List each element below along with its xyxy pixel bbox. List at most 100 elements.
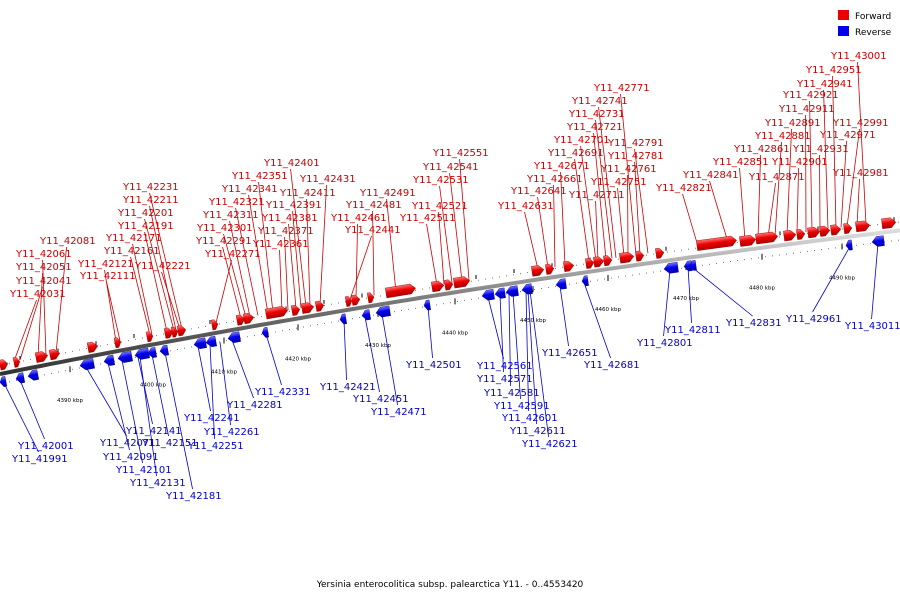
reverse-gene-arrow[interactable] xyxy=(494,287,506,299)
forward-gene-arrow[interactable] xyxy=(350,294,361,306)
forward-gene-arrow[interactable] xyxy=(366,292,375,304)
forward-gene-arrow[interactable] xyxy=(783,230,797,242)
reverse-gene-arrow[interactable] xyxy=(15,372,26,384)
gene-label[interactable]: Y11_42111 xyxy=(79,271,136,282)
gene-label[interactable]: Y11_42071 xyxy=(99,438,156,449)
forward-gene-arrow[interactable] xyxy=(176,325,187,337)
gene-label[interactable]: Y11_42441 xyxy=(344,225,401,236)
reverse-gene-arrow[interactable] xyxy=(117,350,133,363)
forward-gene-arrow[interactable] xyxy=(344,296,353,307)
gene-label[interactable]: Y11_42751 xyxy=(590,177,647,188)
gene-label[interactable]: Y11_42811 xyxy=(664,325,721,336)
gene-label[interactable]: Y11_42831 xyxy=(725,318,782,329)
gene-label[interactable]: Y11_42401 xyxy=(263,158,320,169)
forward-gene-arrow[interactable] xyxy=(86,341,99,353)
forward-gene-arrow[interactable] xyxy=(739,234,757,247)
reverse-gene-arrow[interactable] xyxy=(339,313,347,325)
gene-label[interactable]: Y11_42571 xyxy=(476,374,533,385)
forward-gene-arrow[interactable] xyxy=(145,331,154,343)
forward-gene-arrow[interactable] xyxy=(563,260,575,272)
gene-label[interactable]: Y11_42031 xyxy=(9,289,66,300)
forward-gene-arrow[interactable] xyxy=(452,276,471,289)
gene-label[interactable]: Y11_42901 xyxy=(771,157,828,168)
forward-gene-arrow[interactable] xyxy=(163,327,174,339)
forward-gene-arrow[interactable] xyxy=(235,314,246,326)
gene-label[interactable]: Y11_42331 xyxy=(254,387,311,398)
gene-label[interactable]: Y11_42341 xyxy=(221,184,278,195)
gene-label[interactable]: Y11_42231 xyxy=(122,182,179,193)
gene-label[interactable]: Y11_42121 xyxy=(77,259,134,270)
gene-label[interactable]: Y11_42591 xyxy=(493,401,550,412)
gene-label[interactable]: Y11_42921 xyxy=(782,90,839,101)
forward-gene-arrow[interactable] xyxy=(264,305,288,320)
gene-label[interactable]: Y11_42851 xyxy=(712,157,769,168)
gene-label[interactable]: Y11_42981 xyxy=(832,168,889,179)
gene-label[interactable]: Y11_42841 xyxy=(682,170,739,181)
gene-label[interactable]: Y11_42691 xyxy=(547,148,604,159)
gene-label[interactable]: Y11_42581 xyxy=(483,388,540,399)
gene-label[interactable]: Y11_42151 xyxy=(141,438,198,449)
forward-gene-arrow[interactable] xyxy=(655,247,665,259)
reverse-gene-arrow[interactable] xyxy=(505,285,519,298)
gene-label[interactable]: Y11_42741 xyxy=(571,96,628,107)
gene-label[interactable]: Y11_42301 xyxy=(196,223,253,234)
reverse-gene-arrow[interactable] xyxy=(134,347,150,360)
gene-label[interactable]: Y11_42761 xyxy=(600,164,657,175)
reverse-gene-arrow[interactable] xyxy=(521,283,533,295)
gene-label[interactable]: Y11_42971 xyxy=(819,130,876,141)
forward-gene-arrow[interactable] xyxy=(210,319,219,331)
gene-label[interactable]: Y11_42771 xyxy=(593,83,650,94)
forward-gene-arrow[interactable] xyxy=(242,312,255,325)
gene-label[interactable]: Y11_42881 xyxy=(754,131,811,142)
gene-label[interactable]: Y11_42371 xyxy=(257,226,314,237)
gene-label[interactable]: Y11_42251 xyxy=(187,441,244,452)
forward-gene-arrow[interactable] xyxy=(585,257,595,269)
reverse-gene-arrow[interactable] xyxy=(871,235,885,247)
reverse-gene-arrow[interactable] xyxy=(361,309,371,321)
gene-label[interactable]: Y11_42171 xyxy=(105,233,162,244)
gene-label[interactable]: Y11_42601 xyxy=(501,413,558,424)
gene-label[interactable]: Y11_42521 xyxy=(411,201,468,212)
reverse-gene-arrow[interactable] xyxy=(205,335,217,348)
forward-gene-arrow[interactable] xyxy=(170,326,179,338)
gene-label[interactable]: Y11_42411 xyxy=(279,188,336,199)
gene-label[interactable]: Y11_42481 xyxy=(345,200,402,211)
forward-gene-arrow[interactable] xyxy=(290,304,301,316)
reverse-gene-arrow[interactable] xyxy=(79,358,95,371)
reverse-gene-arrow[interactable] xyxy=(683,260,693,272)
forward-gene-arrow[interactable] xyxy=(113,337,122,349)
gene-label[interactable]: Y11_42461 xyxy=(330,213,387,224)
gene-label[interactable]: Y11_42201 xyxy=(117,208,174,219)
forward-gene-arrow[interactable] xyxy=(807,226,821,239)
gene-label[interactable]: Y11_42821 xyxy=(655,183,712,194)
gene-label[interactable]: Y11_42611 xyxy=(509,426,566,437)
forward-gene-arrow[interactable] xyxy=(48,348,61,361)
gene-label[interactable]: Y11_42421 xyxy=(319,382,376,393)
reverse-gene-arrow[interactable] xyxy=(689,260,697,271)
reverse-gene-arrow[interactable] xyxy=(0,376,8,387)
forward-gene-arrow[interactable] xyxy=(443,279,454,291)
gene-label[interactable]: Y11_42221 xyxy=(134,261,191,272)
gene-label[interactable]: Y11_42931 xyxy=(792,144,849,155)
forward-gene-arrow[interactable] xyxy=(430,280,445,293)
gene-label[interactable]: Y11_42001 xyxy=(17,441,74,452)
gene-label[interactable]: Y11_42631 xyxy=(497,201,554,212)
gene-label[interactable]: Y11_42911 xyxy=(778,104,835,115)
gene-label[interactable]: Y11_42061 xyxy=(15,249,72,260)
gene-label[interactable]: Y11_42081 xyxy=(39,236,96,247)
reverse-gene-arrow[interactable] xyxy=(159,344,170,356)
reverse-gene-arrow[interactable] xyxy=(375,305,391,318)
forward-gene-arrow[interactable] xyxy=(593,256,605,268)
forward-gene-arrow[interactable] xyxy=(314,300,325,312)
forward-gene-arrow[interactable] xyxy=(755,231,779,245)
gene-label[interactable]: Y11_42091 xyxy=(102,452,159,463)
gene-label[interactable]: Y11_42711 xyxy=(568,190,625,201)
gene-label[interactable]: Y11_42791 xyxy=(607,138,664,149)
gene-label[interactable]: Y11_42311 xyxy=(202,210,259,221)
forward-gene-arrow[interactable] xyxy=(545,263,555,275)
gene-label[interactable]: Y11_42731 xyxy=(568,109,625,120)
forward-gene-arrow[interactable] xyxy=(531,265,545,277)
gene-label[interactable]: Y11_42161 xyxy=(103,246,160,257)
gene-label[interactable]: Y11_42291 xyxy=(195,236,252,247)
gene-label[interactable]: Y11_42511 xyxy=(399,213,456,224)
